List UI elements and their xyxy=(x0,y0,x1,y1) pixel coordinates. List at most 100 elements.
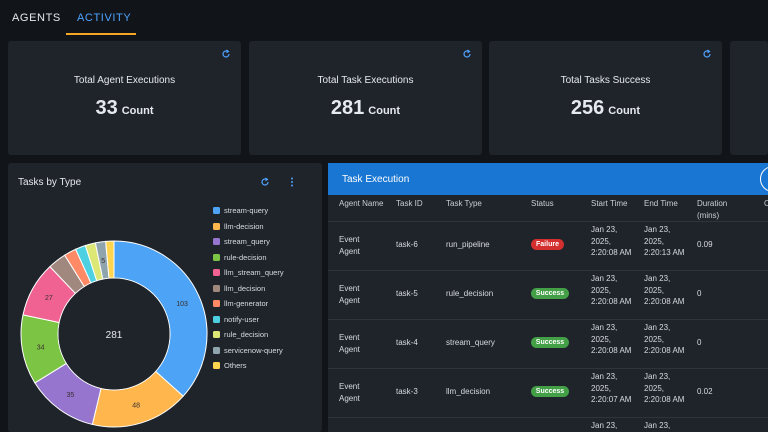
legend-swatch xyxy=(213,300,220,308)
refresh-icon[interactable] xyxy=(260,177,270,187)
cell-task-type: run_pipeline xyxy=(446,240,490,249)
cell-end-time: Jan 23, 2025, 2:20:08 AM xyxy=(644,274,685,306)
column-header: Agent Name xyxy=(339,199,384,208)
legend-item[interactable]: stream-query xyxy=(213,203,323,219)
cell-task-type: stream_query xyxy=(446,338,495,347)
cell-duration: 0 xyxy=(697,289,702,298)
cell-task-type: llm_decision xyxy=(446,387,491,396)
stat-card-agent-executions: Total Agent Executions 33 Count xyxy=(8,41,241,155)
legend-label: Others xyxy=(224,361,247,371)
stat-card-task-executions: Total Task Executions 281 Count xyxy=(249,41,482,155)
legend-swatch xyxy=(213,238,220,246)
cell-start-time: Jan 23, 2025, 2:20:08 AM xyxy=(591,225,632,257)
stat-unit: Count xyxy=(608,105,641,117)
active-tab-indicator xyxy=(66,33,136,35)
legend-swatch xyxy=(213,362,220,370)
slice-value-label: 48 xyxy=(132,403,140,410)
legend-item[interactable]: Others xyxy=(213,358,323,374)
cell-task-id: task-5 xyxy=(396,289,418,298)
cell-end-time: Jan 23, 2025, xyxy=(644,421,671,430)
status-badge: Failure xyxy=(531,239,564,250)
column-header: C xyxy=(764,199,768,208)
status-badge: Success xyxy=(531,288,569,299)
table-title: Task Execution xyxy=(342,174,410,185)
row-divider xyxy=(328,417,768,418)
legend-item[interactable]: llm_stream_query xyxy=(213,265,323,281)
stat-card-partial xyxy=(730,41,768,155)
legend-label: rule-decision xyxy=(224,252,267,262)
cell-end-time: Jan 23, 2025, 2:20:08 AM xyxy=(644,372,685,404)
panel-title: Tasks by Type xyxy=(18,177,82,188)
stat-unit: Count xyxy=(121,105,154,117)
top-tabs: AGENTS ACTIVITY xyxy=(0,0,768,36)
row-divider xyxy=(328,270,768,271)
slice-value-label: 103 xyxy=(176,301,188,308)
tab-agents[interactable]: AGENTS xyxy=(12,12,61,24)
stat-value: 281 Count xyxy=(249,97,482,120)
more-vertical-icon[interactable] xyxy=(289,177,295,187)
stat-number: 33 xyxy=(95,97,118,119)
legend-item[interactable]: llm-generator xyxy=(213,296,323,312)
legend-label: llm-decision xyxy=(224,221,264,231)
column-header: Start Time xyxy=(591,199,628,208)
stat-label: Total Tasks Success xyxy=(560,75,651,86)
legend-label: notify-user xyxy=(224,314,260,324)
legend-swatch xyxy=(213,331,220,339)
legend-label: rule_decision xyxy=(224,330,269,340)
tasks-donut-chart: 103 48 35 34 27 5 281 xyxy=(20,240,208,428)
legend-swatch xyxy=(213,284,220,292)
legend-swatch xyxy=(213,346,220,354)
cell-task-type: rule_decision xyxy=(446,289,494,298)
cell-duration: 0.02 xyxy=(697,387,713,396)
cell-start-time: Jan 23, 2025, 2:20:08 AM xyxy=(591,274,632,306)
donut-slice-stream-query[interactable] xyxy=(113,240,208,397)
status-badge: Success xyxy=(531,337,569,348)
column-header: End Time xyxy=(644,199,678,208)
column-header: Status xyxy=(531,199,554,208)
legend-item[interactable]: stream_query xyxy=(213,234,323,250)
slice-value-label: 27 xyxy=(45,295,53,302)
cell-start-time: Jan 23, 2025, 2:20:08 AM xyxy=(591,323,632,355)
refresh-icon[interactable] xyxy=(462,49,472,59)
task-execution-panel: Task Execution Agent Name Task ID Task Typ… xyxy=(328,163,768,432)
donut-hole xyxy=(58,278,170,390)
legend-item[interactable]: rule-decision xyxy=(213,250,323,266)
refresh-icon[interactable] xyxy=(221,49,231,59)
stat-unit: Count xyxy=(368,105,401,117)
cell-agent-name: Event Agent xyxy=(339,284,360,305)
legend-item[interactable]: llm-decision xyxy=(213,219,323,235)
cell-start-time: Jan 23, 2025, xyxy=(591,421,618,430)
status-badge: Success xyxy=(531,386,569,397)
row-divider xyxy=(328,221,768,222)
slice-value-label: 5 xyxy=(101,258,105,265)
legend-swatch xyxy=(213,315,220,323)
slice-value-label: 35 xyxy=(66,392,74,399)
donut-center-total: 281 xyxy=(106,330,123,341)
cell-end-time: Jan 23, 2025, 2:20:13 AM xyxy=(644,225,685,257)
column-header: Duration (mins) xyxy=(697,199,728,220)
table-action-button[interactable] xyxy=(760,166,768,192)
cell-agent-name: Event Agent xyxy=(339,235,360,256)
legend-item[interactable]: llm_decision xyxy=(213,281,323,297)
cell-agent-name: Event Agent xyxy=(339,382,360,403)
donut-slice-Others[interactable] xyxy=(105,240,115,279)
stat-number: 256 xyxy=(570,97,605,119)
column-header: Task Type xyxy=(446,199,482,208)
cell-task-id: task-4 xyxy=(396,338,418,347)
stat-value: 256 Count xyxy=(489,97,722,120)
cell-agent-name: Event Agent xyxy=(339,333,360,354)
legend-item[interactable]: servicenow-query xyxy=(213,343,323,359)
legend-swatch xyxy=(213,222,220,230)
legend-swatch xyxy=(213,207,220,215)
table-header-bar: Task Execution xyxy=(328,163,768,195)
refresh-icon[interactable] xyxy=(702,49,712,59)
stat-label: Total Task Executions xyxy=(317,75,414,86)
legend-item[interactable]: rule_decision xyxy=(213,327,323,343)
cell-duration: 0 xyxy=(697,338,702,347)
cell-task-id: task-3 xyxy=(396,387,418,396)
tab-activity[interactable]: ACTIVITY xyxy=(77,12,132,24)
slice-value-label: 34 xyxy=(37,344,45,351)
row-divider xyxy=(328,368,768,369)
legend-item[interactable]: notify-user xyxy=(213,312,323,328)
